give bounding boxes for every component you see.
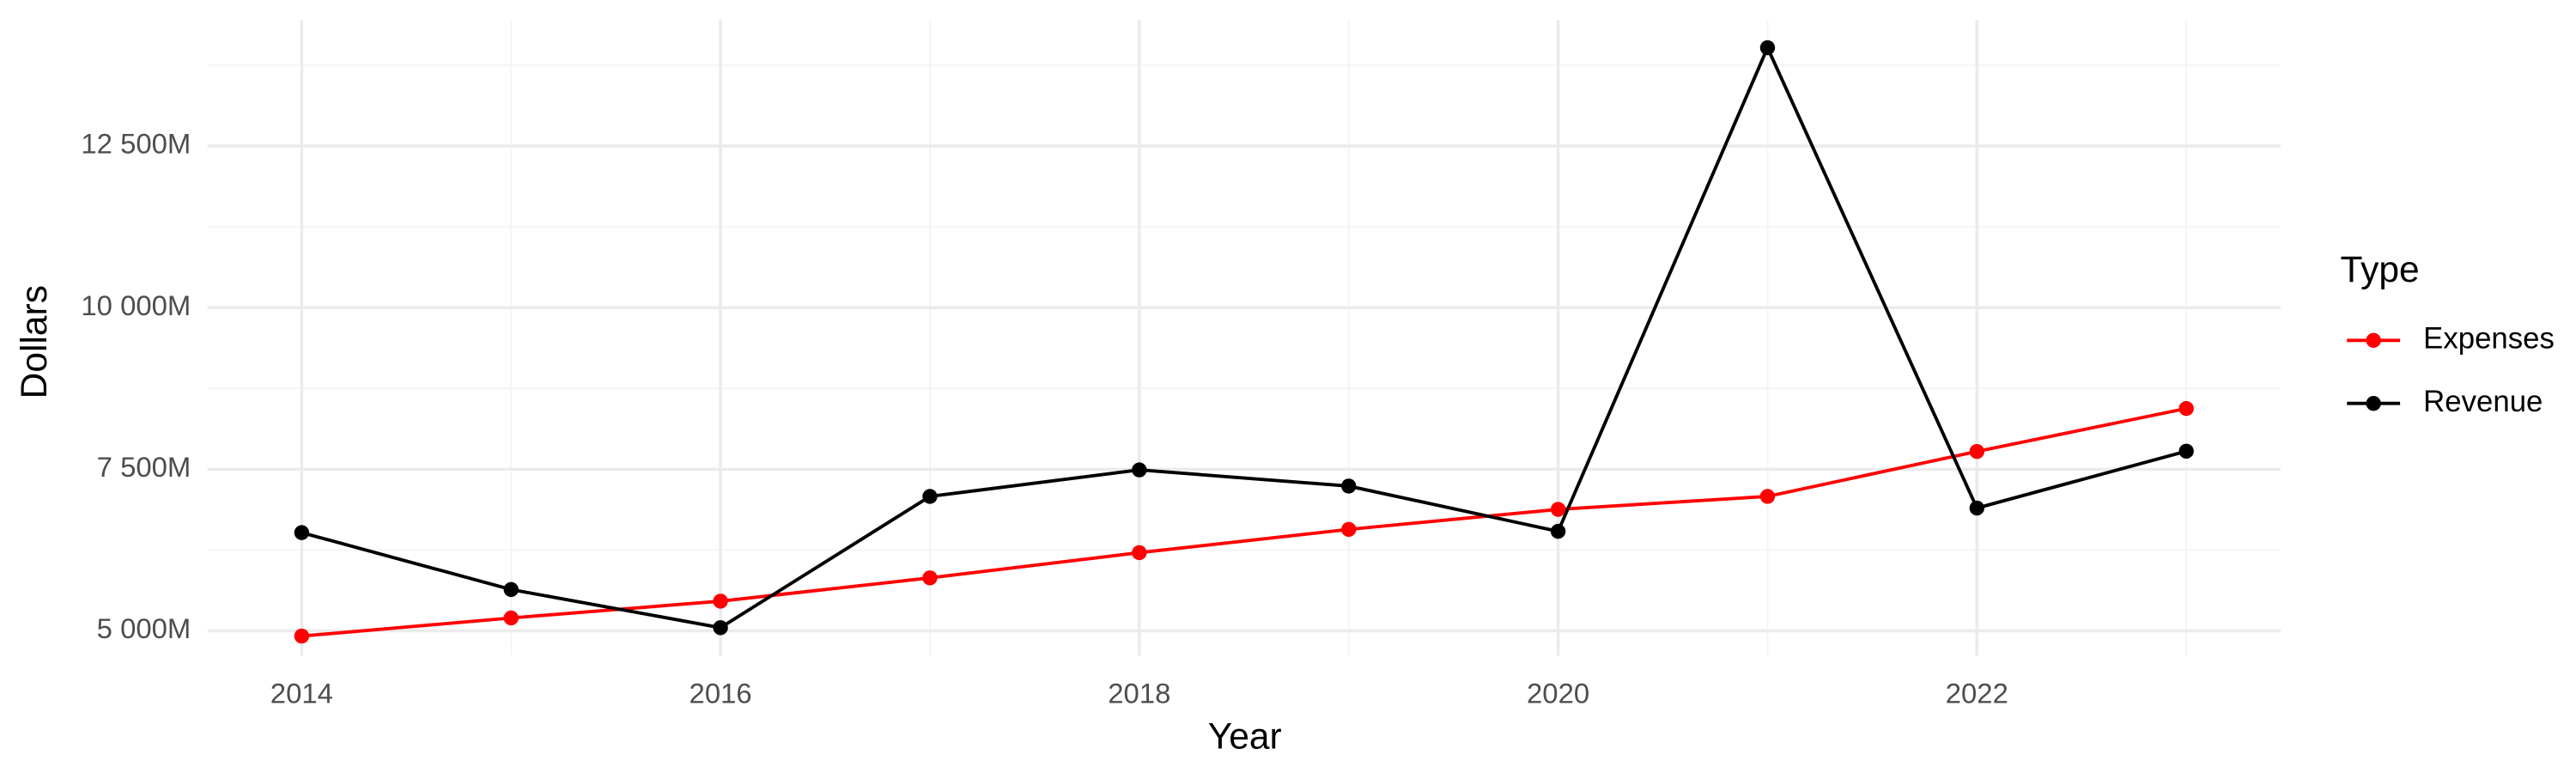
data-point xyxy=(503,581,519,598)
legend-entry: Revenue xyxy=(2347,386,2543,418)
y-axis-title: Dollars xyxy=(15,285,55,399)
legend-entry: Expenses xyxy=(2347,322,2555,355)
data-point xyxy=(1550,502,1566,517)
data-point xyxy=(1341,478,1357,494)
legend-label: Revenue xyxy=(2423,386,2543,418)
y-tick-label: 5 000M xyxy=(97,612,191,644)
data-point xyxy=(2178,443,2194,459)
x-tick-label: 2022 xyxy=(1946,678,2008,709)
x-tick-label: 2018 xyxy=(1108,678,1170,709)
data-point xyxy=(503,610,519,626)
series-line xyxy=(301,43,2187,630)
legend-label: Expenses xyxy=(2423,322,2555,355)
data-point xyxy=(1969,443,1985,460)
data-point xyxy=(2178,400,2194,417)
data-point xyxy=(1759,40,1776,56)
x-tick-label: 2016 xyxy=(690,678,752,709)
y-tick-label: 12 500M xyxy=(81,128,191,160)
data-point xyxy=(713,593,728,609)
data-point xyxy=(1132,462,1147,478)
data-point xyxy=(294,628,310,644)
x-tick-label: 2014 xyxy=(270,678,333,709)
data-point xyxy=(1550,523,1566,539)
x-axis-title: Year xyxy=(1208,716,1282,757)
legend-title: Type xyxy=(2341,250,2420,290)
data-point xyxy=(922,570,938,586)
data-point xyxy=(294,525,310,540)
data-point xyxy=(713,620,728,636)
data-point xyxy=(1969,500,1985,516)
x-tick-label: 2020 xyxy=(1527,678,1589,709)
data-point xyxy=(922,489,938,504)
data-point xyxy=(1759,489,1776,504)
y-tick-label: 10 000M xyxy=(81,289,191,321)
data-point xyxy=(1341,521,1357,538)
data-point xyxy=(1132,545,1147,561)
legend-swatch-point xyxy=(2366,332,2381,348)
y-tick-label: 7 500M xyxy=(97,451,191,483)
legend-swatch-point xyxy=(2366,396,2381,411)
grid xyxy=(207,20,2281,656)
